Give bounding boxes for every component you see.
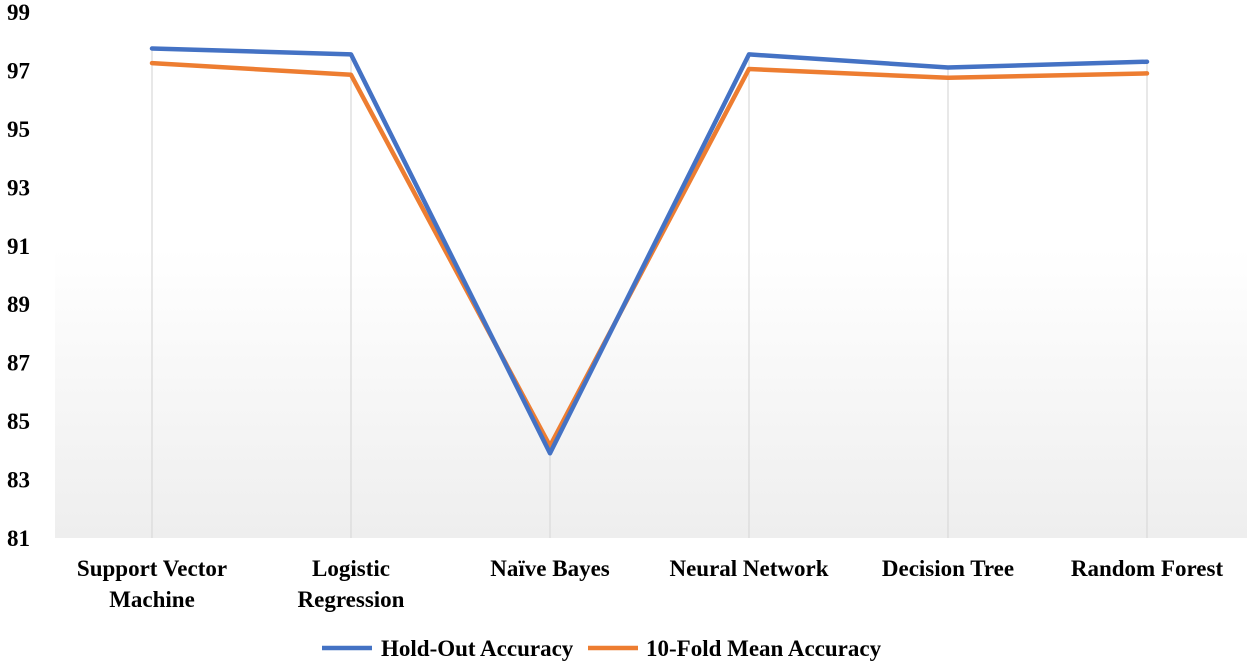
x-axis: Support Vector Machine Logistic Regression N…: [77, 556, 1224, 612]
legend: Hold-Out Accuracy 10-Fold Mean Accuracy: [322, 636, 882, 661]
y-axis: 81 83 85 87 89 91 93 95 97 99: [7, 0, 30, 551]
y-tick-label: 83: [7, 468, 30, 493]
legend-label-0: Hold-Out Accuracy: [381, 636, 574, 661]
y-tick-label: 93: [7, 175, 30, 200]
y-tick-label: 91: [7, 234, 30, 259]
y-tick-label: 89: [7, 292, 30, 317]
x-tick-label: Random Forest: [1071, 556, 1224, 581]
legend-label-1: 10-Fold Mean Accuracy: [646, 636, 882, 661]
y-tick-label: 95: [7, 117, 30, 142]
x-tick-label: Regression: [298, 587, 405, 612]
x-tick-label: Logistic: [312, 556, 390, 581]
x-tick-label: Machine: [109, 587, 195, 612]
y-tick-label: 85: [7, 409, 30, 434]
x-tick-label: Naïve Bayes: [490, 556, 610, 581]
plot-background: [55, 12, 1247, 538]
x-tick-label: Support Vector: [77, 556, 227, 581]
x-tick-label: Decision Tree: [882, 556, 1014, 581]
y-tick-label: 87: [7, 351, 30, 376]
y-tick-label: 81: [7, 526, 30, 551]
series-lines: [149, 46, 1150, 456]
x-tick-label: Neural Network: [669, 556, 828, 581]
y-tick-label: 99: [7, 0, 30, 25]
gridlines: [151, 48, 1148, 538]
series-line-0: [149, 46, 1150, 456]
y-tick-label: 97: [7, 58, 30, 83]
